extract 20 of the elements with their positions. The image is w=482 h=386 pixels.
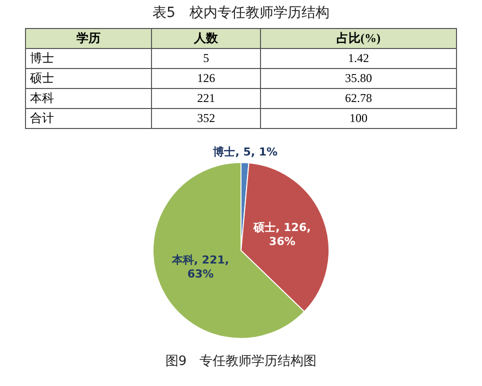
category-label: 人数	[152, 28, 261, 48]
slice-label: 本科, 221, 63%	[170, 254, 230, 281]
text: 5	[203, 51, 210, 65]
category-label: 硕士	[30, 71, 54, 85]
category-label: 本科	[30, 91, 54, 105]
text: 221	[197, 91, 216, 105]
text: 100	[350, 111, 368, 125]
text: 1.42	[348, 51, 370, 65]
category-label: 占比(%)	[260, 28, 456, 48]
category-label: 博士	[30, 51, 54, 65]
slice-label: 硕士, 126, 36%	[252, 220, 311, 248]
text: 126	[197, 71, 216, 85]
slice-label: 博士, 5, 1%	[212, 145, 278, 158]
text: 35.80	[345, 71, 372, 85]
text: 学历	[26, 28, 152, 48]
text: 352	[197, 111, 216, 125]
text: 表5 校内专任教师学历结构	[152, 4, 330, 22]
category-label: 合计	[30, 111, 54, 125]
text: 62.78	[345, 91, 372, 105]
text: 图9 专任教师学历结构图	[164, 353, 318, 370]
